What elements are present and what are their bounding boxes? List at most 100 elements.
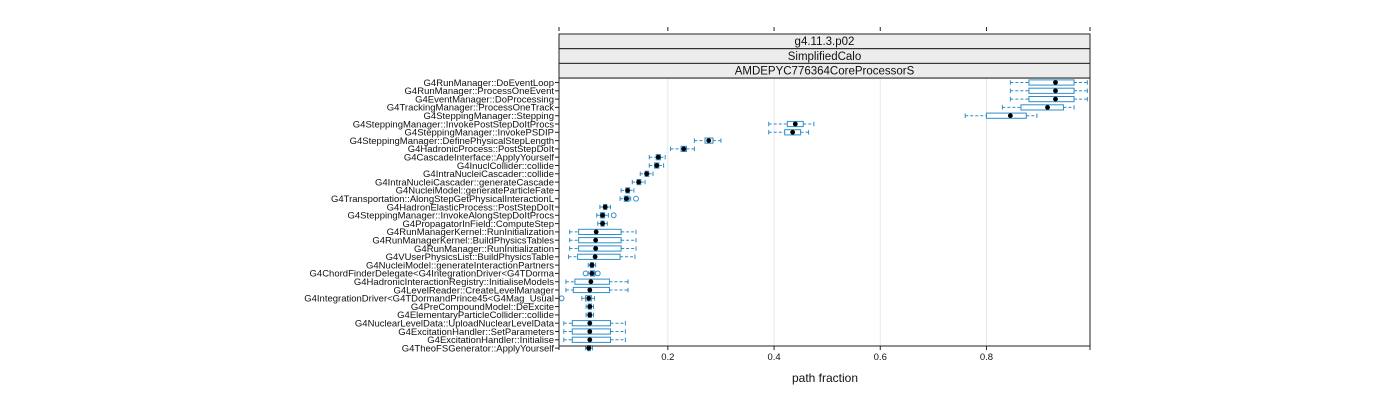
box-item [639,170,654,177]
category-label: G4NuclearLevelData::UploadNuclearLevelDa… [355,319,555,330]
median-dot [600,221,605,227]
box-item [563,328,626,335]
category-label: G4ChordFinderDelegate<G4IntegrationDrive… [310,269,555,280]
strip-header: g4.11.3.p02 SimplifiedCalo AMDEPYC776364Co… [558,33,1091,79]
category-label: G4SteppingManager::DefinePhysicalStepLen… [350,136,554,147]
median-dot [654,163,660,168]
category-label: G4IntraNucleiCascader::generateCascade [375,177,554,188]
box-item [585,311,595,318]
grid-layer [667,78,987,346]
boxplot-series [558,79,1088,352]
median-dot [592,254,598,260]
outlier-point [633,195,639,202]
category-label: G4RunManager::DoEventLoop [424,78,554,89]
box-iqr [578,237,622,244]
median-dot [1053,96,1058,102]
category-label: G4IntegrationDriver<G4TDormandPrince45<G… [304,294,554,305]
median-dot [1053,80,1058,85]
box-iqr [1020,104,1064,111]
category-label: G4PreCompoundModel::DeExcite [411,302,554,313]
median-dot [681,146,687,152]
category-label: G4TheoFSGenerator::ApplyYourself [402,343,555,354]
box-iqr [1028,79,1075,86]
box-item [670,145,695,153]
box-item [569,237,637,244]
box-item [768,129,810,136]
box-iqr [577,253,621,260]
median-dot [600,212,605,218]
strip-label: AMDEPYC776364CoreProcessorS [735,66,915,78]
category-label: G4ExcitationHandler::Initialise [427,335,554,346]
box-item [768,120,815,128]
category-label: G4RunManagerKernel::BuildPhysicsTables [372,236,554,247]
box-item [587,262,597,269]
category-labels: G4RunManager::DoEventLoopG4RunManager::P… [304,78,559,354]
box-item [558,295,596,302]
median-dot [625,188,630,193]
box-item [569,245,637,252]
median-dot [644,171,650,177]
category-label: G4PropagatorInField::ComputeStep [402,219,554,230]
category-label: G4CascadeInterface::ApplyYourself [404,153,555,164]
box-item [585,303,595,310]
category-label: G4VUserPhysicsList::BuildPhysicsTable [386,252,554,263]
x-tick-label: 0.4 [767,352,780,363]
median-dot [792,121,798,127]
median-dot [589,271,595,276]
median-dot [588,279,594,285]
median-dot [593,246,599,251]
box-item [569,228,637,236]
median-dot [1007,113,1013,119]
box-item [648,162,665,169]
x-tick-label: 0.8 [980,352,993,363]
box-item [1001,104,1075,111]
strip-label: SimplifiedCalo [788,51,862,63]
outlier-point [594,270,601,277]
category-label: G4IntraNucleiCascader::collide [423,169,554,180]
median-dot [587,312,593,318]
median-dot [593,237,599,243]
median-dot [586,295,592,301]
category-label: G4ElementaryParticleCollider::collide [397,310,554,321]
category-label: G4HadronElasticProcess::PostStepDoIt [387,202,555,213]
median-dot [587,287,593,293]
box-item [620,187,635,194]
box-item [648,154,666,161]
median-dot [593,229,599,235]
median-dot [1045,105,1050,110]
box-item [619,195,639,202]
box-item [568,253,636,260]
median-dot [706,138,712,144]
box-item [596,212,617,219]
x-tick-label: 0.2 [661,352,674,363]
box-item [597,220,608,227]
median-dot [587,320,593,326]
category-label: G4Transportation::AlongStepGetPhysicalIn… [331,194,554,205]
category-label: G4RunManager::RunInitialization [414,244,554,255]
category-label: G4SteppingManager::InvokePostStepDoItPro… [353,119,554,130]
box-item [964,112,1038,119]
category-label: G4LevelReader::CreateLevelManager [393,285,554,296]
category-label: G4TrackingManager::ProcessOneTrack [387,103,554,114]
category-label: G4NucleiModel::generateParticleFate [396,186,554,197]
box-item [693,137,722,144]
category-label: G4InuclCollider::collide [457,161,554,172]
box-item [582,270,601,277]
category-label: G4NucleiModel::generateInteractionPartne… [366,260,554,271]
box-item [565,286,629,294]
x-axis: 0.2 0.4 0.6 0.8 [558,27,1091,363]
box-item [563,336,626,343]
category-label: G4SteppingManager::InvokeAlongStepDoItPr… [348,211,555,222]
box-iqr [578,245,622,252]
box-item [585,345,593,352]
category-label: G4RunManagerKernel::RunInitialization [387,227,554,238]
category-label: G4EventManager::DoProcessing [415,94,554,105]
median-dot [587,304,593,309]
box-item [1009,79,1088,86]
box-iqr [578,228,622,236]
box-item [1009,87,1088,94]
category-label: G4HadronicProcess::PostStepDoIt [408,144,555,155]
strip-label: g4.11.3.p02 [795,36,855,48]
median-dot [624,196,629,202]
